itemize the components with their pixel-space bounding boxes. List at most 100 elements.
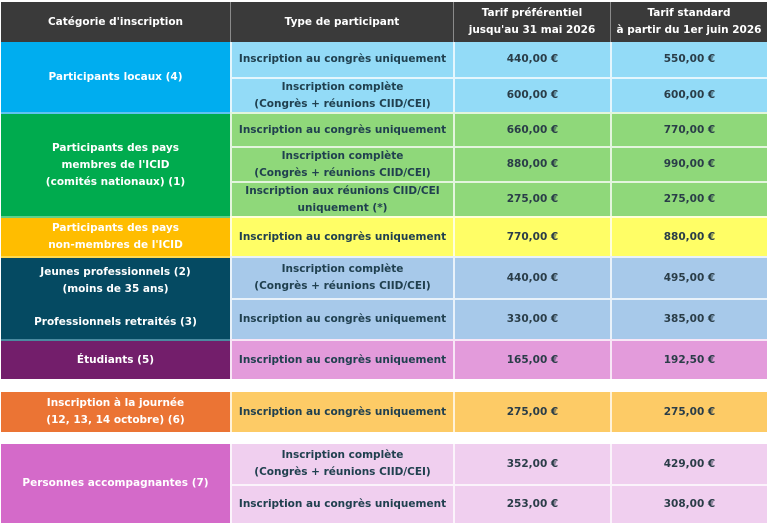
early-price-value: 352,00 € xyxy=(506,457,559,470)
standard-price: 308,00 € xyxy=(610,484,767,523)
early-price-value: 600,00 € xyxy=(506,89,559,101)
category-cell: Jeunes professionnels (2) (moins de 35 a… xyxy=(1,256,230,339)
header-category: Catégorie d'inscription xyxy=(1,2,230,42)
category-label: Inscription à la journée xyxy=(46,397,185,409)
participant-type-label: Inscription au congrès uniquement xyxy=(238,230,447,243)
standard-price-value: 275,00 € xyxy=(663,405,716,418)
header-early-rate-line2: jusqu'au 31 mai 2026 xyxy=(468,24,596,36)
category-label: (moins de 35 ans) xyxy=(62,283,169,295)
participant-type-label: Inscription au congrès uniquement xyxy=(238,123,447,136)
early-price: 253,00 € xyxy=(453,484,610,523)
category-label: membres de l'ICID xyxy=(61,158,170,171)
early-price: 600,00 € xyxy=(453,77,610,112)
standard-price: 275,00 € xyxy=(610,181,767,216)
participant-type-label: (Congrès + réunions CIID/CEI) xyxy=(254,466,431,478)
category-young-professionals: Jeunes professionnels (2) (moins de 35 a… xyxy=(1,264,230,298)
standard-price: 990,00 € xyxy=(610,146,767,181)
participant-type-cell: Inscription au congrès uniquement xyxy=(230,112,453,146)
early-price: 275,00 € xyxy=(453,181,610,216)
standard-price-value: 550,00 € xyxy=(663,53,716,65)
participant-type-label: Inscription au congrès uniquement xyxy=(238,405,447,418)
group-young-retired-professionals: Jeunes professionnels (2) (moins de 35 a… xyxy=(1,256,767,339)
header-early-rate-line1: Tarif préférentiel xyxy=(481,7,583,19)
category-cell: Participants des pays non-membres de l'I… xyxy=(1,216,230,256)
standard-price: 770,00 € xyxy=(610,112,767,146)
standard-price: 880,00 € xyxy=(610,216,767,256)
early-price: 165,00 € xyxy=(453,339,610,379)
standard-price-value: 275,00 € xyxy=(663,193,716,205)
early-price: 330,00 € xyxy=(453,298,610,339)
table-header: Catégorie d'inscription Type de particip… xyxy=(1,2,767,42)
participant-type-label: Inscription complète xyxy=(281,449,404,461)
group-member-countries: Participants des pays membres de l'ICID … xyxy=(1,112,767,216)
standard-price: 429,00 € xyxy=(610,444,767,484)
header-participant-type: Type de participant xyxy=(230,2,453,42)
participant-type-cell: Inscription au congrès uniquement xyxy=(230,339,453,379)
early-price: 660,00 € xyxy=(453,112,610,146)
category-cell: Participants locaux (4) xyxy=(1,42,230,112)
participant-type-cell: Inscription complète (Congrès + réunions … xyxy=(230,444,453,484)
early-price: 275,00 € xyxy=(453,392,610,432)
category-label: Participants des pays xyxy=(51,141,180,154)
participant-type-cell: Inscription complète (Congrès + réunions … xyxy=(230,146,453,181)
participant-type-cell: Inscription au congrès uniquement xyxy=(230,42,453,77)
standard-price-value: 990,00 € xyxy=(663,158,716,170)
header-standard-rate-line1: Tarif standard xyxy=(647,7,731,19)
header-standard-rate: Tarif standard à partir du 1er juin 2026 xyxy=(610,2,767,42)
participant-type-label: Inscription au congrès uniquement xyxy=(238,353,447,366)
participant-type-cell: Inscription au congrès uniquement xyxy=(230,392,453,432)
participant-type-cell: Inscription complète (Congrès + réunions … xyxy=(230,77,453,112)
group-non-member-countries: Participants des pays non-membres de l'I… xyxy=(1,216,767,256)
standard-price: 275,00 € xyxy=(610,392,767,432)
category-cell: Personnes accompagnantes (7) xyxy=(1,444,230,523)
early-price-value: 440,00 € xyxy=(506,271,559,284)
group-students: Étudiants (5) Inscription au congrès uni… xyxy=(1,339,767,379)
participant-type-label: uniquement (*) xyxy=(297,201,388,214)
participant-type-cell: Inscription au congrès uniquement xyxy=(230,484,453,523)
category-label: (comités nationaux) (1) xyxy=(45,175,186,188)
standard-price: 495,00 € xyxy=(610,256,767,298)
participant-type-label: (Congrès + réunions CIID/CEI) xyxy=(254,97,431,110)
category-cell: Étudiants (5) xyxy=(1,339,230,379)
participant-type-label: Inscription au congrès uniquement xyxy=(238,498,447,510)
category-retired-professionals: Professionnels retraités (3) xyxy=(1,314,230,331)
participant-type-cell: Inscription au congrès uniquement xyxy=(230,298,453,339)
standard-price-value: 429,00 € xyxy=(663,457,716,470)
standard-price: 385,00 € xyxy=(610,298,767,339)
early-price: 352,00 € xyxy=(453,444,610,484)
early-price-value: 275,00 € xyxy=(506,193,559,205)
early-price: 770,00 € xyxy=(453,216,610,256)
participant-type-cell: Inscription au congrès uniquement xyxy=(230,216,453,256)
standard-price-value: 880,00 € xyxy=(663,230,716,243)
early-price: 880,00 € xyxy=(453,146,610,181)
header-category-label: Catégorie d'inscription xyxy=(47,15,184,28)
standard-price-value: 770,00 € xyxy=(663,123,716,136)
standard-price: 550,00 € xyxy=(610,42,767,77)
early-price: 440,00 € xyxy=(453,42,610,77)
group-local-participants: Participants locaux (4) Inscription au c… xyxy=(1,42,767,112)
category-label: Participants des pays xyxy=(51,222,180,234)
category-label: Jeunes professionnels (2) xyxy=(40,266,191,278)
group-accompanying-persons: Personnes accompagnantes (7) Inscription… xyxy=(1,444,767,523)
early-price-value: 253,00 € xyxy=(506,498,559,510)
standard-price: 600,00 € xyxy=(610,77,767,112)
category-cell: Inscription à la journée (12, 13, 14 oct… xyxy=(1,392,230,432)
early-price-value: 660,00 € xyxy=(506,123,559,136)
participant-type-cell: Inscription aux réunions CIID/CEI uniquem… xyxy=(230,181,453,216)
header-early-rate: Tarif préférentiel jusqu'au 31 mai 2026 xyxy=(453,2,610,42)
participant-type-label: Inscription au congrès uniquement xyxy=(238,53,447,65)
category-label: Étudiants (5) xyxy=(76,353,155,366)
category-cell: Participants des pays membres de l'ICID … xyxy=(1,112,230,216)
standard-price: 192,50 € xyxy=(610,339,767,379)
header-standard-rate-line2: à partir du 1er juin 2026 xyxy=(616,24,762,36)
standard-price-value: 495,00 € xyxy=(663,271,716,284)
participant-type-label: Inscription complète xyxy=(281,149,404,162)
category-label: Personnes accompagnantes (7) xyxy=(22,477,209,489)
early-price-value: 440,00 € xyxy=(506,53,559,65)
standard-price-value: 308,00 € xyxy=(663,498,716,510)
header-participant-type-label: Type de participant xyxy=(284,15,400,28)
participant-type-label: (Congrès + réunions CIID/CEI) xyxy=(254,166,431,179)
early-price: 440,00 € xyxy=(453,256,610,298)
participant-type-label: Inscription complète xyxy=(281,263,404,275)
participant-type-cell: Inscription complète (Congrès + réunions … xyxy=(230,256,453,298)
